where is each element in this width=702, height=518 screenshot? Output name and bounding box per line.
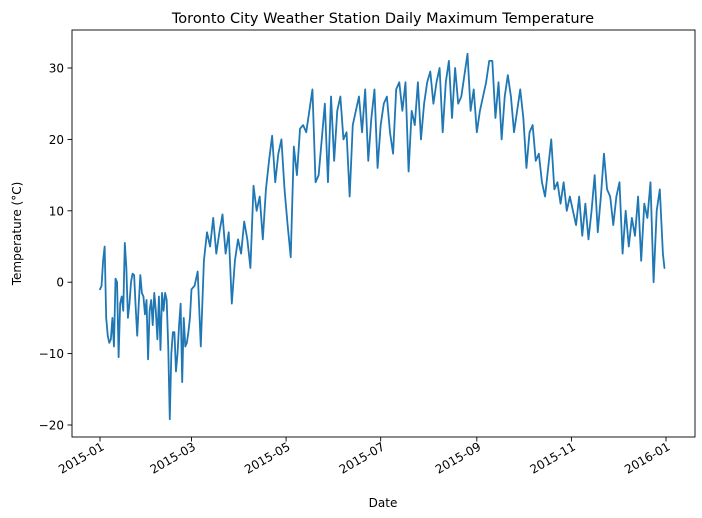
series-line-temperature	[99, 52, 666, 421]
chart-title: Toronto City Weather Station Daily Maxim…	[171, 11, 594, 27]
y-tick-label: −20	[39, 419, 64, 433]
y-axis: −20 −10 0 10 20 30	[39, 62, 72, 433]
y-tick-label: −10	[39, 347, 64, 361]
plot-area	[71, 29, 696, 438]
y-tick-label: 30	[49, 62, 64, 76]
y-tick-label: 20	[49, 133, 64, 147]
x-axis-label: Date	[369, 496, 398, 510]
y-tick-label: 0	[56, 276, 64, 290]
y-axis-label: Temperature (°C)	[10, 182, 24, 287]
y-tick-label: 10	[49, 204, 64, 218]
